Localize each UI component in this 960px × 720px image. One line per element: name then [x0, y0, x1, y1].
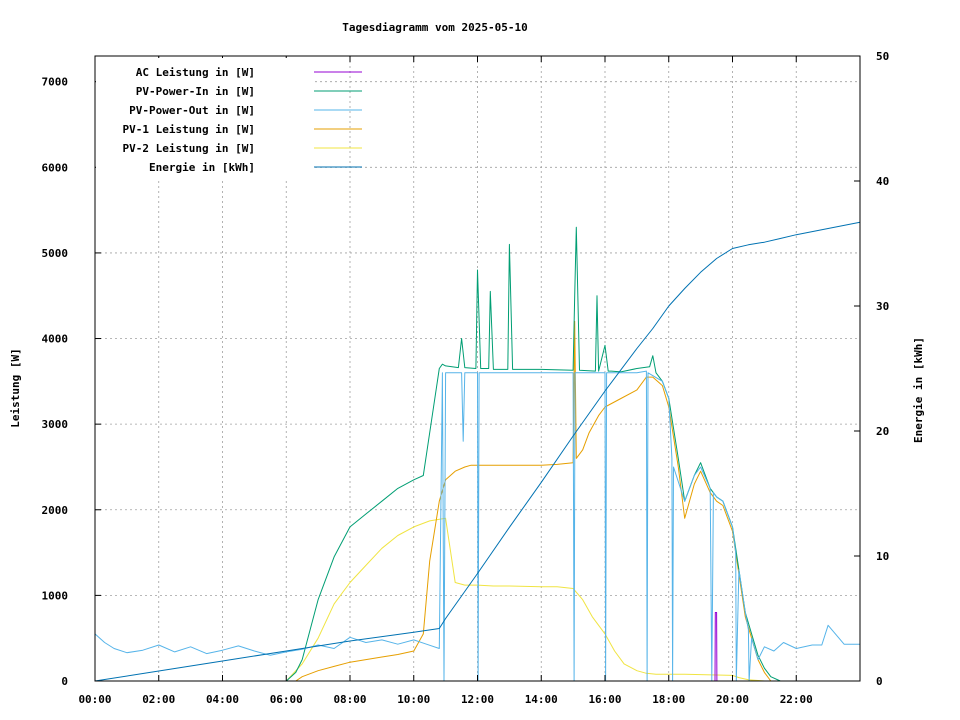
series-line-pv-2-leistung-in-w — [95, 517, 860, 682]
y2-tick-label: 50 — [876, 50, 889, 63]
series-layer — [94, 221, 861, 682]
legend-background — [96, 58, 314, 180]
y-tick-label: 3000 — [42, 418, 69, 431]
series-line-pv-1-leistung-in-w — [95, 320, 860, 682]
x-tick-label: 00:00 — [78, 693, 111, 706]
x-tick-label: 06:00 — [270, 693, 303, 706]
y-tick-label: 7000 — [42, 76, 69, 89]
x-tick-label: 08:00 — [333, 693, 366, 706]
x-tick-label: 02:00 — [142, 693, 175, 706]
y-tick-label: 6000 — [42, 161, 69, 174]
x-tick-label: 20:00 — [716, 693, 749, 706]
x-tick-label: 22:00 — [780, 693, 813, 706]
legend-label: PV-2 Leistung in [W] — [123, 142, 255, 155]
x-tick-label: 18:00 — [652, 693, 685, 706]
legend-label: PV-Power-Out in [W] — [129, 104, 255, 117]
y2-tick-label: 30 — [876, 300, 889, 313]
y-tick-label: 2000 — [42, 504, 69, 517]
y-tick-label: 4000 — [42, 333, 69, 346]
x-tick-label: 12:00 — [461, 693, 494, 706]
x-tick-label: 14:00 — [525, 693, 558, 706]
x-tick-label: 10:00 — [397, 693, 430, 706]
series-line-pv-power-out-in-w — [94, 370, 860, 682]
y-tick-label: 1000 — [42, 589, 69, 602]
chart-title: Tagesdiagramm vom 2025-05-10 — [342, 21, 527, 34]
y-tick-label: 5000 — [42, 247, 69, 260]
y-axis-label: Leistung [W] — [9, 348, 22, 427]
series-line-energie-in-kwh — [94, 221, 861, 682]
legend-label: PV-1 Leistung in [W] — [123, 123, 255, 136]
y-tick-label: 0 — [61, 675, 68, 688]
x-tick-label: 16:00 — [588, 693, 621, 706]
y2-axis-label: Energie in [kWh] — [912, 337, 925, 443]
y2-tick-label: 40 — [876, 175, 889, 188]
x-tick-label: 04:00 — [206, 693, 239, 706]
legend: AC Leistung in [W] PV-Power-In in [W] PV-P… — [96, 58, 362, 180]
legend-label: PV-Power-In in [W] — [136, 85, 255, 98]
y2-tick-label: 10 — [876, 550, 889, 563]
y2-tick-label: 0 — [876, 675, 883, 688]
legend-label: AC Leistung in [W] — [136, 66, 255, 79]
y2-tick-label: 20 — [876, 425, 889, 438]
legend-label: Energie in [kWh] — [149, 161, 255, 174]
